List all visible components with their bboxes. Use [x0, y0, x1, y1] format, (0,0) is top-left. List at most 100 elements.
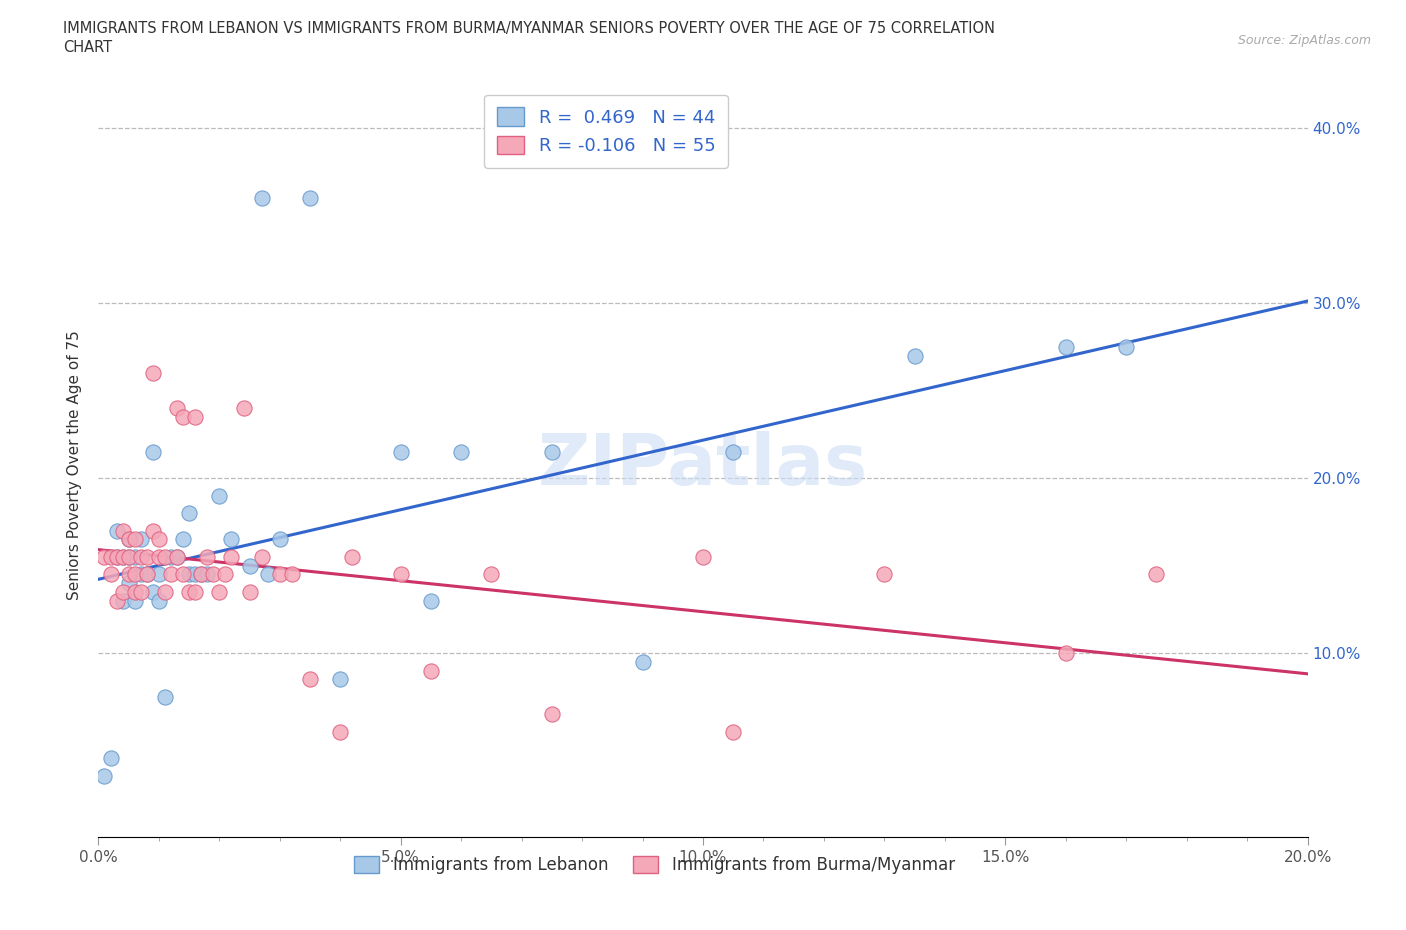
Point [166, 550, 188, 565]
Point [142, 365, 165, 380]
Point [208, 488, 231, 503]
Point [195, 550, 218, 565]
Point [105, 593, 128, 608]
Point [111, 550, 134, 565]
Point [179, 506, 201, 521]
Point [269, 532, 291, 547]
Point [172, 409, 194, 424]
Point [299, 672, 322, 687]
Point [142, 524, 165, 538]
Point [184, 409, 207, 424]
Point [153, 550, 176, 565]
Point [105, 524, 128, 538]
Point [631, 655, 654, 670]
Point [179, 584, 201, 599]
Point [100, 751, 122, 765]
Point [148, 550, 170, 565]
Point [129, 584, 152, 599]
Point [118, 532, 141, 547]
Point [124, 593, 146, 608]
Point [93, 550, 115, 565]
Point [118, 550, 141, 565]
Point [250, 191, 273, 206]
Point [105, 550, 128, 565]
Point [111, 550, 134, 565]
Point [142, 445, 165, 459]
Point [118, 550, 141, 565]
Point [166, 550, 188, 565]
Point [124, 532, 146, 547]
Point [190, 567, 212, 582]
Point [221, 532, 243, 547]
Text: Source: ZipAtlas.com: Source: ZipAtlas.com [1237, 34, 1371, 47]
Point [135, 567, 157, 582]
Point [329, 724, 352, 739]
Point [202, 567, 225, 582]
Legend: Immigrants from Lebanon, Immigrants from Burma/Myanmar: Immigrants from Lebanon, Immigrants from… [347, 849, 962, 881]
Y-axis label: Seniors Poverty Over the Age of 75: Seniors Poverty Over the Age of 75 [67, 330, 83, 600]
Point [184, 584, 207, 599]
Point [100, 567, 122, 582]
Point [873, 567, 896, 582]
Point [723, 445, 745, 459]
Point [100, 550, 122, 565]
Point [166, 401, 188, 416]
Point [153, 689, 176, 704]
Point [190, 567, 212, 582]
Point [329, 672, 352, 687]
Text: ZIPatlas: ZIPatlas [538, 431, 868, 499]
Point [148, 593, 170, 608]
Point [160, 567, 183, 582]
Point [389, 567, 412, 582]
Point [160, 550, 183, 565]
Point [208, 584, 231, 599]
Point [239, 584, 262, 599]
Text: CHART: CHART [63, 40, 112, 55]
Point [250, 550, 273, 565]
Point [105, 550, 128, 565]
Point [450, 445, 472, 459]
Point [540, 445, 562, 459]
Point [481, 567, 503, 582]
Point [111, 524, 134, 538]
Point [135, 567, 157, 582]
Point [124, 567, 146, 582]
Point [239, 558, 262, 573]
Point [148, 532, 170, 547]
Point [172, 567, 194, 582]
Point [1054, 339, 1077, 354]
Point [195, 567, 218, 582]
Point [153, 584, 176, 599]
Point [129, 567, 152, 582]
Point [135, 550, 157, 565]
Point [129, 550, 152, 565]
Point [342, 550, 364, 565]
Point [904, 348, 927, 363]
Point [281, 567, 304, 582]
Point [179, 567, 201, 582]
Point [129, 532, 152, 547]
Point [723, 724, 745, 739]
Point [692, 550, 714, 565]
Point [389, 445, 412, 459]
Point [148, 567, 170, 582]
Point [269, 567, 291, 582]
Point [124, 550, 146, 565]
Point [118, 532, 141, 547]
Point [111, 584, 134, 599]
Text: IMMIGRANTS FROM LEBANON VS IMMIGRANTS FROM BURMA/MYANMAR SENIORS POVERTY OVER TH: IMMIGRANTS FROM LEBANON VS IMMIGRANTS FR… [63, 21, 995, 36]
Point [142, 584, 165, 599]
Point [420, 593, 443, 608]
Point [232, 401, 254, 416]
Point [420, 663, 443, 678]
Point [93, 768, 115, 783]
Point [124, 584, 146, 599]
Point [540, 707, 562, 722]
Point [1115, 339, 1137, 354]
Point [221, 550, 243, 565]
Point [111, 593, 134, 608]
Point [118, 576, 141, 591]
Point [214, 567, 236, 582]
Point [172, 532, 194, 547]
Point [184, 567, 207, 582]
